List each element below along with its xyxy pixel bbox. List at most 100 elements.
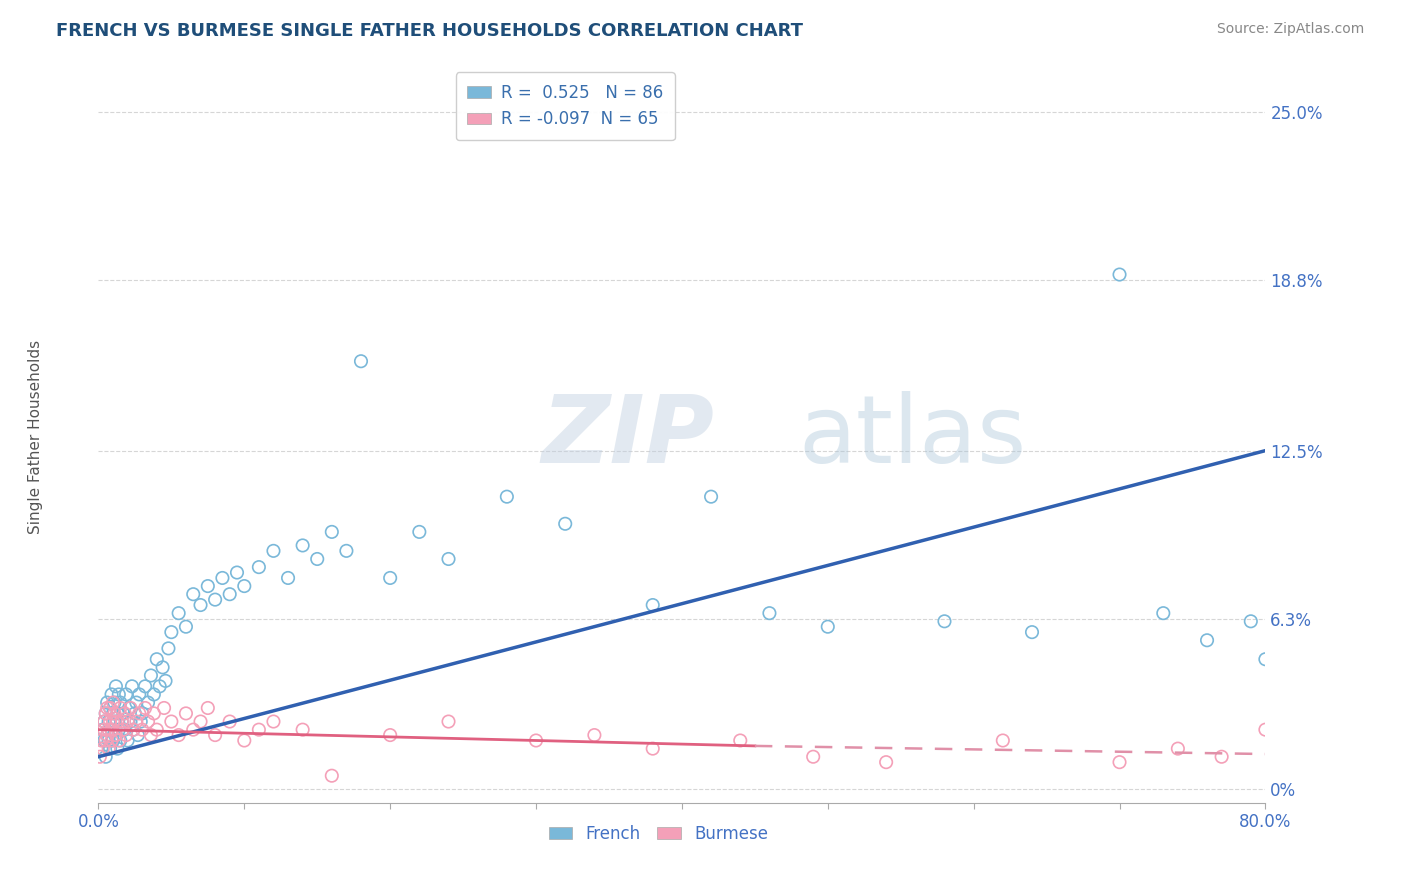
Point	[181, 723, 204, 737]
Point	[112, 723, 135, 737]
Point	[94, 749, 117, 764]
Point	[700, 490, 723, 504]
Point	[100, 733, 122, 747]
Text: atlas: atlas	[799, 391, 1026, 483]
Point	[131, 706, 153, 721]
Point	[122, 723, 145, 737]
Point	[127, 728, 149, 742]
Point	[104, 728, 127, 742]
Point	[136, 696, 159, 710]
Text: FRENCH VS BURMESE SINGLE FATHER HOUSEHOLDS CORRELATION CHART: FRENCH VS BURMESE SINGLE FATHER HOUSEHOL…	[56, 22, 803, 40]
Point	[124, 706, 146, 721]
Point	[101, 714, 124, 729]
Point	[98, 701, 121, 715]
Point	[408, 524, 430, 539]
Point	[174, 706, 197, 721]
Point	[496, 490, 519, 504]
Point	[104, 728, 127, 742]
Point	[97, 714, 120, 729]
Point	[583, 728, 606, 742]
Point	[307, 552, 329, 566]
Point	[247, 560, 270, 574]
Point	[1268, 755, 1291, 769]
Point	[262, 544, 284, 558]
Point	[134, 701, 156, 715]
Point	[98, 714, 121, 729]
Point	[97, 723, 120, 737]
Point	[108, 723, 131, 737]
Point	[131, 723, 153, 737]
Point	[101, 706, 124, 721]
Point	[321, 524, 343, 539]
Point	[146, 652, 169, 666]
Y-axis label: Single Father Households: Single Father Households	[28, 340, 42, 534]
Point	[1254, 723, 1277, 737]
Point	[1108, 268, 1130, 282]
Point	[641, 741, 664, 756]
Point	[118, 701, 141, 715]
Point	[554, 516, 576, 531]
Point	[157, 641, 180, 656]
Point	[111, 714, 134, 729]
Point	[167, 728, 190, 742]
Point	[801, 749, 824, 764]
Point	[129, 714, 152, 729]
Point	[97, 741, 120, 756]
Point	[160, 714, 183, 729]
Point	[730, 733, 752, 747]
Point	[380, 728, 402, 742]
Point	[181, 587, 204, 601]
Point	[91, 723, 114, 737]
Point	[122, 723, 145, 737]
Point	[152, 660, 174, 674]
Point	[110, 696, 132, 710]
Point	[104, 679, 127, 693]
Point	[93, 714, 115, 729]
Point	[139, 668, 162, 682]
Point	[321, 769, 343, 783]
Point	[117, 714, 139, 729]
Point	[120, 714, 142, 729]
Point	[105, 741, 128, 756]
Point	[1254, 652, 1277, 666]
Point	[112, 706, 135, 721]
Legend: French, Burmese: French, Burmese	[543, 818, 775, 849]
Point	[100, 688, 122, 702]
Point	[96, 728, 118, 742]
Point	[125, 714, 148, 729]
Point	[262, 714, 284, 729]
Point	[153, 701, 176, 715]
Point	[291, 723, 314, 737]
Point	[350, 354, 373, 368]
Point	[93, 714, 115, 729]
Point	[96, 728, 118, 742]
Point	[1268, 625, 1291, 640]
Point	[115, 728, 138, 742]
Text: ZIP: ZIP	[541, 391, 714, 483]
Point	[128, 706, 150, 721]
Point	[291, 538, 314, 552]
Point	[96, 696, 118, 710]
Point	[139, 728, 162, 742]
Point	[1211, 749, 1233, 764]
Point	[105, 706, 128, 721]
Point	[114, 706, 136, 721]
Point	[437, 552, 460, 566]
Point	[233, 579, 256, 593]
Point	[190, 714, 212, 729]
Point	[103, 706, 125, 721]
Point	[110, 701, 132, 715]
Point	[226, 566, 249, 580]
Point	[100, 723, 122, 737]
Point	[136, 714, 159, 729]
Point	[93, 723, 115, 737]
Point	[98, 701, 121, 715]
Point	[174, 620, 197, 634]
Point	[1108, 755, 1130, 769]
Point	[96, 701, 118, 715]
Point	[149, 679, 172, 693]
Point	[247, 723, 270, 737]
Point	[100, 723, 122, 737]
Point	[121, 679, 143, 693]
Point	[380, 571, 402, 585]
